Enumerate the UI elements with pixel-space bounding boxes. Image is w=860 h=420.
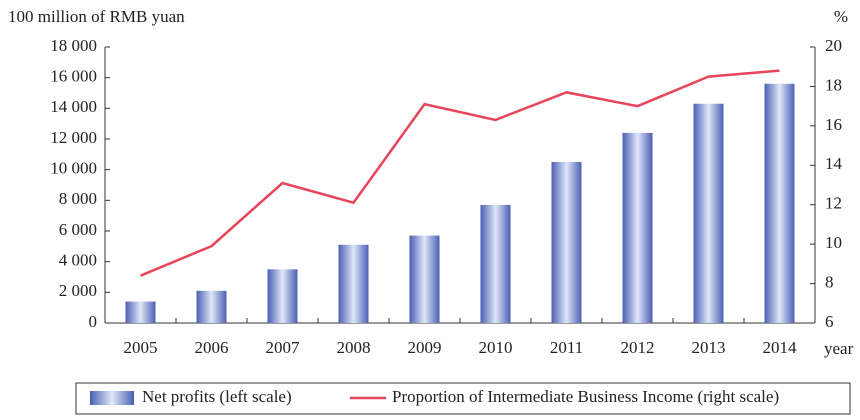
- y-tick-label: 0: [89, 312, 98, 331]
- bar: [764, 83, 795, 323]
- y-axis-label: 100 million of RMB yuan: [8, 7, 185, 26]
- x-tick-label: 2006: [195, 338, 229, 357]
- y-tick-label: 12 000: [50, 128, 97, 147]
- x-tick-label: 2010: [479, 338, 513, 357]
- y-tick-label: 14 000: [50, 97, 97, 116]
- bar: [338, 244, 369, 323]
- y-tick-label: 8 000: [59, 189, 97, 208]
- bar: [125, 301, 156, 323]
- x-tick-label: 2007: [266, 338, 301, 357]
- y2-tick-label: 10: [825, 233, 842, 252]
- y-tick-label: 10 000: [50, 159, 97, 178]
- x-tick-label: 2011: [550, 338, 583, 357]
- bar: [267, 269, 298, 323]
- x-tick-label: 2008: [337, 338, 371, 357]
- x-tick-label: 2014: [763, 338, 798, 357]
- legend-swatch: [90, 391, 134, 405]
- y-tick-label: 2 000: [59, 281, 97, 300]
- y2-tick-label: 18: [825, 75, 842, 94]
- y2-tick-label: 8: [825, 272, 834, 291]
- x-tick-label: 2012: [621, 338, 655, 357]
- y2-tick-label: 6: [825, 312, 834, 331]
- x-tick-label: 2009: [408, 338, 442, 357]
- y2-tick-label: 16: [825, 115, 842, 134]
- y2-tick-label: 20: [825, 36, 842, 55]
- bar: [480, 204, 511, 323]
- y-tick-label: 18 000: [50, 36, 97, 55]
- y-tick-label: 6 000: [59, 220, 97, 239]
- bar: [409, 235, 440, 323]
- x-tick-label: 2005: [124, 338, 158, 357]
- y-tick-label: 16 000: [50, 67, 97, 86]
- x-tick-label: 2013: [692, 338, 726, 357]
- legend-label: Net profits (left scale): [142, 387, 292, 406]
- line: [140, 69, 780, 277]
- y2-tick-label: 14: [825, 154, 843, 173]
- bar: [196, 290, 227, 323]
- bar: [693, 103, 724, 323]
- legend-label: Proportion of Intermediate Business Inco…: [392, 387, 779, 406]
- legend-box: [75, 382, 851, 415]
- y2-tick-label: 12: [825, 194, 842, 213]
- x-axis-label: year: [824, 339, 854, 358]
- y-tick-label: 4 000: [59, 251, 97, 270]
- y2-axis-label: %: [834, 7, 848, 26]
- bar: [551, 162, 582, 323]
- bar: [622, 132, 653, 323]
